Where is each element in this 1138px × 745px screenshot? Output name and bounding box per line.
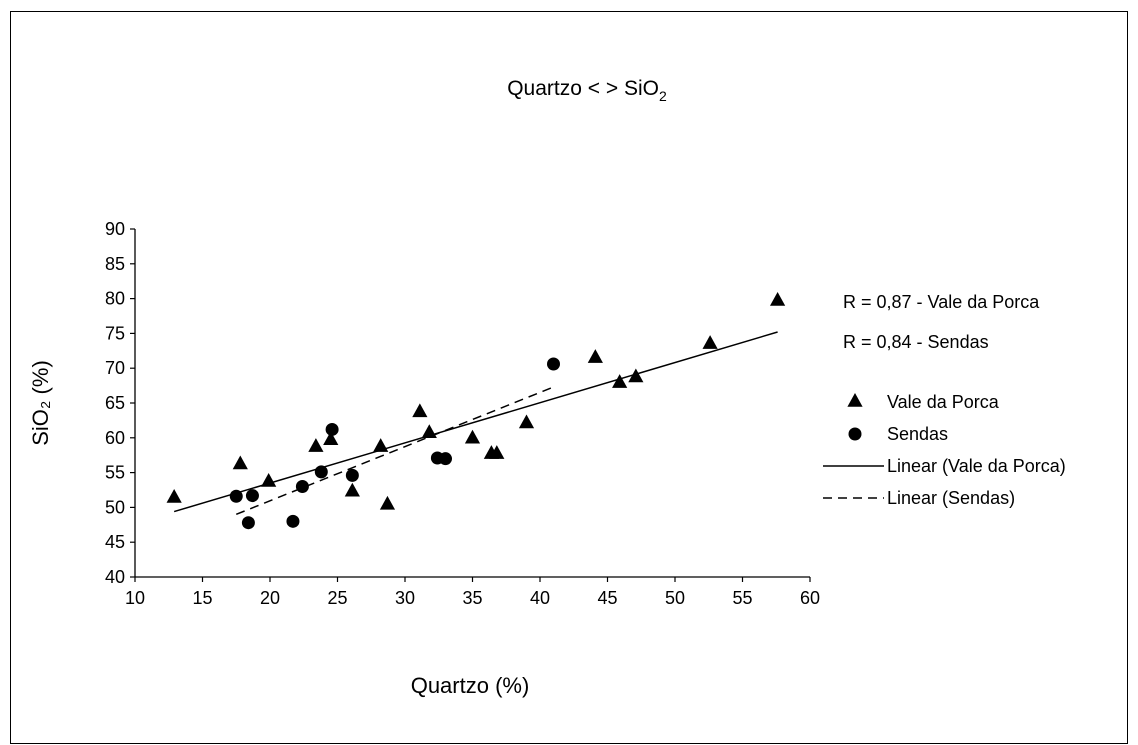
y-tick-label: 40 bbox=[105, 567, 125, 587]
point-vale-da-porca bbox=[344, 482, 360, 497]
point-vale-da-porca bbox=[421, 424, 437, 438]
point-sendas bbox=[314, 465, 328, 479]
point-vale-da-porca bbox=[489, 445, 505, 459]
x-tick-label: 20 bbox=[260, 588, 280, 608]
correlation-annotations: R = 0,87 - Vale da Porca R = 0,84 - Senda… bbox=[843, 292, 1040, 352]
point-vale-da-porca bbox=[232, 455, 248, 470]
r-value-annotation: R = 0,87 - Vale da Porca bbox=[843, 292, 1040, 312]
legend-circle-marker bbox=[848, 427, 862, 441]
x-tick-label: 10 bbox=[125, 588, 145, 608]
y-tick-label: 90 bbox=[105, 219, 125, 239]
y-tick-label: 45 bbox=[105, 532, 125, 552]
legend-label: Linear (Sendas) bbox=[887, 488, 1015, 508]
point-vale-da-porca bbox=[628, 368, 644, 383]
y-tick-label: 85 bbox=[105, 254, 125, 274]
legend-label: Linear (Vale da Porca) bbox=[887, 456, 1066, 476]
point-sendas bbox=[547, 357, 560, 371]
r-value-annotation: R = 0,84 - Sendas bbox=[843, 332, 989, 352]
legend-label: Sendas bbox=[887, 424, 948, 444]
point-vale-da-porca bbox=[379, 495, 396, 510]
x-tick-label: 40 bbox=[530, 588, 550, 608]
point-vale-da-porca bbox=[412, 403, 428, 418]
x-tick-label: 50 bbox=[665, 588, 685, 608]
point-vale-da-porca bbox=[261, 472, 277, 487]
x-tick-label: 35 bbox=[462, 588, 482, 608]
point-sendas bbox=[345, 468, 359, 482]
point-sendas bbox=[286, 514, 300, 528]
point-vale-da-porca bbox=[464, 429, 481, 444]
point-sendas bbox=[439, 452, 452, 466]
x-tick-label: 55 bbox=[732, 588, 752, 608]
point-sendas bbox=[325, 422, 339, 436]
point-sendas bbox=[229, 489, 243, 503]
chart-title: Quartzo < > SiO2 bbox=[507, 77, 667, 104]
x-tick-label: 60 bbox=[800, 588, 820, 608]
point-vale-da-porca bbox=[770, 291, 786, 306]
trendline-sendas bbox=[235, 386, 554, 516]
y-tick-label: 70 bbox=[105, 358, 125, 378]
point-vale-da-porca bbox=[166, 488, 182, 503]
y-tick-label: 55 bbox=[105, 463, 125, 483]
y-tick-label: 65 bbox=[105, 393, 125, 413]
chart-frame bbox=[10, 11, 1128, 744]
x-tick-label: 25 bbox=[327, 588, 347, 608]
axes: 40 45 50 55 60 65 70 75 80 85 90 10 15 20 25 30 35 40 45 50… bbox=[105, 219, 820, 608]
point-sendas bbox=[295, 480, 309, 494]
y-tick-label: 60 bbox=[105, 428, 125, 448]
x-tick-label: 45 bbox=[597, 588, 617, 608]
y-axis-title: SiO₂ (%) bbox=[28, 360, 53, 446]
point-sendas bbox=[241, 516, 255, 530]
point-vale-da-porca bbox=[308, 438, 324, 452]
point-vale-da-porca bbox=[323, 431, 339, 445]
trendline-vale-da-porca bbox=[173, 331, 778, 513]
point-vale-da-porca bbox=[587, 349, 603, 363]
y-tick-label: 50 bbox=[105, 497, 125, 517]
chart-title-subscript: 2 bbox=[659, 88, 667, 104]
trendlines bbox=[173, 331, 778, 516]
x-tick-label: 30 bbox=[395, 588, 415, 608]
legend-triangle-marker bbox=[847, 393, 863, 407]
point-vale-da-porca bbox=[518, 414, 535, 429]
point-sendas bbox=[245, 489, 259, 503]
chart-title-main: Quartzo < > SiO bbox=[507, 77, 659, 100]
x-axis-title: Quartzo (%) bbox=[411, 673, 530, 698]
data-points bbox=[166, 291, 786, 530]
point-vale-da-porca bbox=[373, 438, 389, 452]
y-tick-label: 75 bbox=[105, 323, 125, 343]
legend: Vale da Porca Sendas Linear (Vale da Porca… bbox=[823, 392, 1066, 508]
point-vale-da-porca bbox=[612, 374, 628, 388]
x-tick-label: 15 bbox=[192, 588, 212, 608]
legend-label: Vale da Porca bbox=[887, 392, 1000, 412]
y-tick-label: 80 bbox=[105, 289, 125, 309]
point-vale-da-porca bbox=[702, 335, 718, 349]
